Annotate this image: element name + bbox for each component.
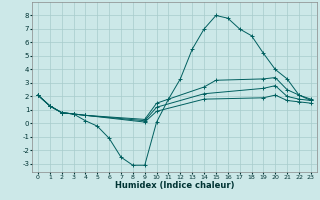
X-axis label: Humidex (Indice chaleur): Humidex (Indice chaleur) bbox=[115, 181, 234, 190]
